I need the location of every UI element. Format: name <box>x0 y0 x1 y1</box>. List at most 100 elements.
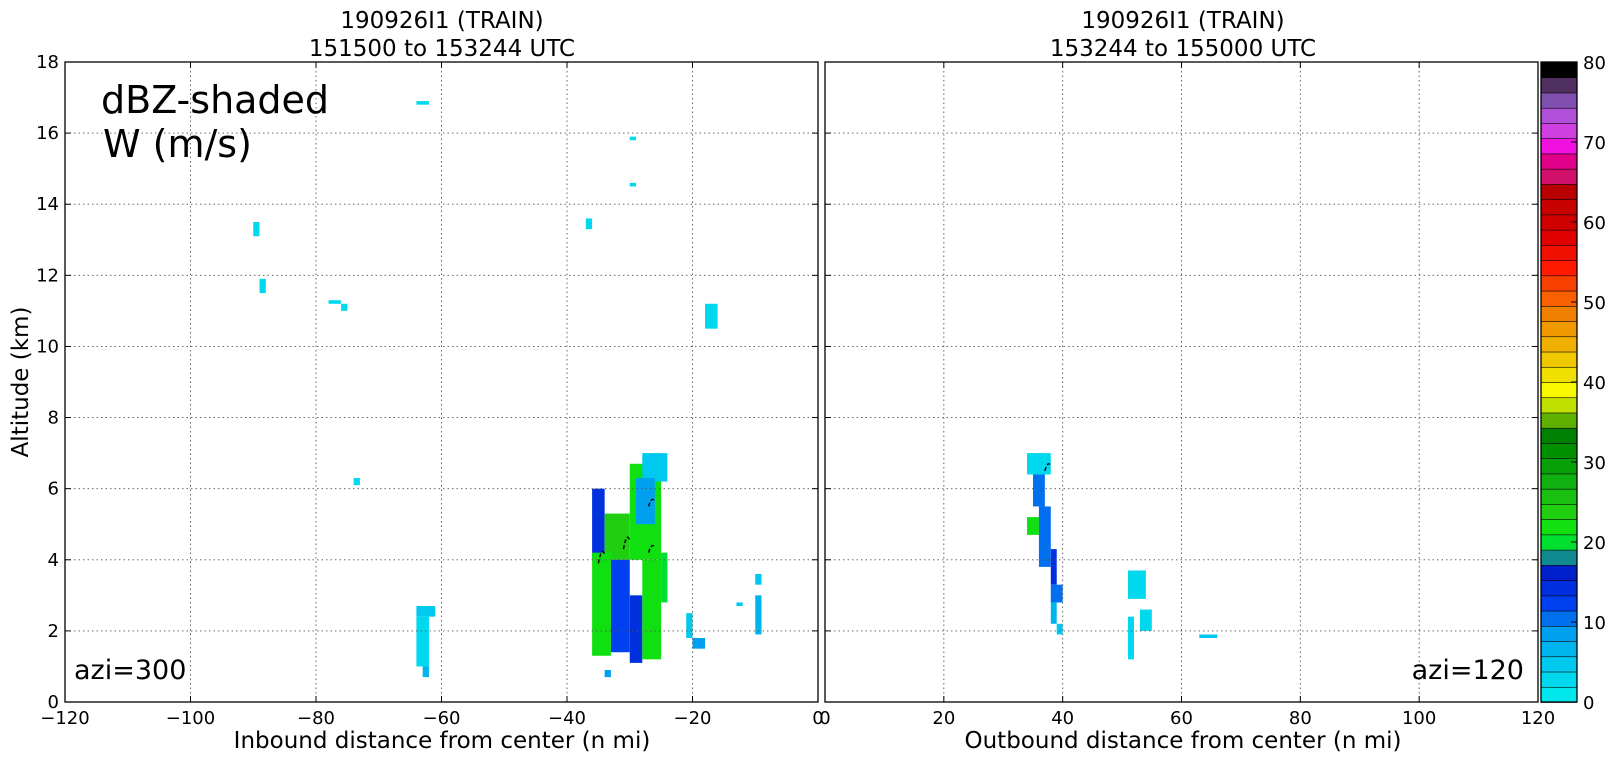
x-tick-label: −120 <box>40 708 89 729</box>
y-tick-label: 12 <box>36 265 59 286</box>
w-contour-line <box>647 544 656 553</box>
colorbar-swatch <box>1540 76 1578 94</box>
reflectivity-cell <box>642 453 668 482</box>
inbound-grid <box>65 62 818 702</box>
y-tick-label: 2 <box>48 621 59 642</box>
reflectivity-cell <box>755 574 762 585</box>
outbound-xlabel: Outbound distance from center (n mi) <box>965 728 1402 754</box>
reflectivity-cell <box>1050 584 1063 603</box>
colorbar-swatch <box>1540 655 1578 673</box>
colorbar: 0 10 20 30 40 50 60 70 80 <box>1540 53 1606 714</box>
x-tick-label: 0 <box>819 708 830 729</box>
colorbar-swatch <box>1540 351 1578 368</box>
colorbar-swatch <box>1540 275 1578 292</box>
inbound-title-line1: 190926I1 (TRAIN) <box>340 8 543 34</box>
reflectivity-cell <box>629 182 637 187</box>
reflectivity-cell <box>259 278 266 294</box>
colorbar-swatch <box>1540 92 1578 109</box>
reflectivity-cell <box>328 300 342 304</box>
x-tick-label: 40 <box>1051 708 1074 729</box>
x-tick-label: 120 <box>1521 708 1555 729</box>
colorbar-swatch <box>1540 442 1578 459</box>
x-tick-label: −40 <box>548 708 586 729</box>
reflectivity-cell <box>642 559 662 660</box>
inbound-panel: 190926I1 (TRAIN) 151500 to 153244 UTC −1… <box>8 8 824 754</box>
annotation-dbz-shaded: dBZ-shaded <box>101 78 329 122</box>
x-tick-label: 80 <box>1289 708 1312 729</box>
reflectivity-cell <box>1050 549 1057 585</box>
reflectivity-cell <box>736 602 743 606</box>
outbound-w-contours <box>1044 463 1052 472</box>
reflectivity-cell <box>585 218 593 230</box>
reflectivity-cell <box>353 478 360 486</box>
outbound-grid <box>825 62 1538 702</box>
x-tick-label: −80 <box>297 708 335 729</box>
reflectivity-cell <box>755 595 762 635</box>
colorbar-tick-label: 0 <box>1583 693 1594 714</box>
x-tick-label: 0 <box>812 708 823 729</box>
reflectivity-cell <box>1027 453 1051 475</box>
colorbar-swatch <box>1540 549 1578 566</box>
colorbar-tick-label: 10 <box>1583 613 1606 634</box>
colorbar-swatch <box>1540 335 1578 353</box>
colorbar-swatch <box>1540 473 1578 490</box>
reflectivity-cell <box>592 552 611 656</box>
colorbar-swatch <box>1540 595 1578 612</box>
x-tick-label: 60 <box>1170 708 1193 729</box>
colorbar-swatch <box>1540 564 1578 581</box>
colorbar-swatch <box>1540 290 1578 307</box>
reflectivity-cell <box>1032 474 1045 507</box>
colorbar-tick-label: 70 <box>1583 133 1606 154</box>
w-contour-line <box>597 550 606 564</box>
colorbar-swatch <box>1540 229 1578 246</box>
colorbar-tick-label: 40 <box>1583 373 1606 394</box>
y-tick-label: 6 <box>48 479 59 500</box>
colorbar-swatch <box>1540 640 1578 658</box>
reflectivity-cell <box>1128 570 1146 599</box>
reflectivity-cell <box>416 606 436 617</box>
colorbar-tick-label: 50 <box>1583 293 1606 314</box>
annotation-azimuth-300: azi=300 <box>74 655 186 686</box>
colorbar-swatch <box>1540 625 1578 642</box>
x-tick-label: −100 <box>166 708 215 729</box>
y-tick-label: 10 <box>36 336 59 357</box>
outbound-panel: 190926I1 (TRAIN) 153244 to 155000 UTC 0 2… <box>819 8 1555 754</box>
inbound-reflectivity-cells <box>253 101 762 678</box>
reflectivity-cell <box>422 666 429 678</box>
y-tick-label: 8 <box>48 408 59 429</box>
colorbar-ticks: 0 10 20 30 40 50 60 70 80 <box>1571 53 1606 714</box>
reflectivity-cell <box>629 136 637 141</box>
colorbar-tick-label: 80 <box>1583 53 1606 74</box>
colorbar-swatch <box>1540 457 1578 475</box>
w-contour-line <box>647 498 656 507</box>
reflectivity-cell <box>1056 623 1063 635</box>
w-contour-line <box>1044 463 1052 472</box>
colorbar-tick-label: 20 <box>1583 533 1606 554</box>
reflectivity-cell <box>1128 616 1134 660</box>
x-tick-label: 20 <box>932 708 955 729</box>
reflectivity-cell <box>416 616 429 667</box>
annotation-azimuth-120: azi=120 <box>1412 655 1524 686</box>
colorbar-swatch <box>1540 183 1578 200</box>
reflectivity-cell <box>592 488 605 560</box>
colorbar-swatch <box>1540 366 1578 383</box>
w-contour-line <box>622 536 631 550</box>
reflectivity-cell <box>686 613 693 638</box>
colorbar-swatch <box>1540 427 1578 444</box>
colorbar-swatch <box>1540 259 1578 277</box>
colorbar-tick-label: 30 <box>1583 453 1606 474</box>
outbound-title-line1: 190926I1 (TRAIN) <box>1081 8 1284 34</box>
reflectivity-cell <box>1139 609 1152 631</box>
y-tick-label: 16 <box>36 123 59 144</box>
colorbar-swatch <box>1540 244 1578 261</box>
colorbar-swatches <box>1540 61 1578 703</box>
inbound-xlabel: Inbound distance from center (n mi) <box>234 728 651 754</box>
outbound-title-line2: 153244 to 155000 UTC <box>1050 36 1316 62</box>
y-tick-label: 18 <box>36 52 59 73</box>
reflectivity-cell <box>604 513 630 560</box>
colorbar-swatch <box>1540 488 1578 505</box>
colorbar-swatch <box>1540 305 1578 322</box>
inbound-ticks: −120 −100 −80 −60 −40 −20 0 0 2 4 6 8 10 12 14 16 18 <box>36 52 824 729</box>
colorbar-swatch <box>1540 137 1578 155</box>
